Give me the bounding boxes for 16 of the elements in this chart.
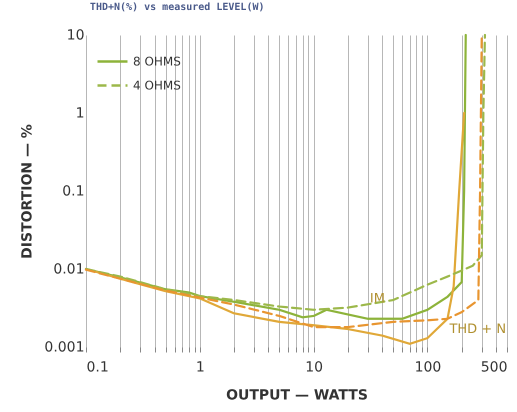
y-tick-label: 0.1 xyxy=(62,184,84,200)
y-tick-label: 0.01 xyxy=(53,262,84,278)
chart-title: THD+N(%) vs measured LEVEL(W) xyxy=(90,2,265,13)
x-axis-title: OUTPUT — WATTS xyxy=(226,388,368,404)
y-tick-label: 10 xyxy=(66,28,84,44)
y-tick-label: 1 xyxy=(76,106,84,122)
legend-label: 8 OHMS xyxy=(133,54,181,68)
x-tick-label: 1 xyxy=(196,360,205,376)
y-tick-label: 0.001 xyxy=(44,340,84,356)
y-axis-title: DISTORTION — % xyxy=(19,124,36,259)
x-tick-label: 100 xyxy=(414,360,442,376)
x-tick-label: 10 xyxy=(305,360,324,376)
legend-label: 4 OHMS xyxy=(133,78,181,92)
x-tick-label: 0.1 xyxy=(86,360,109,376)
annotation: THD + N xyxy=(448,322,506,338)
x-tick-label: 500 xyxy=(480,360,508,376)
